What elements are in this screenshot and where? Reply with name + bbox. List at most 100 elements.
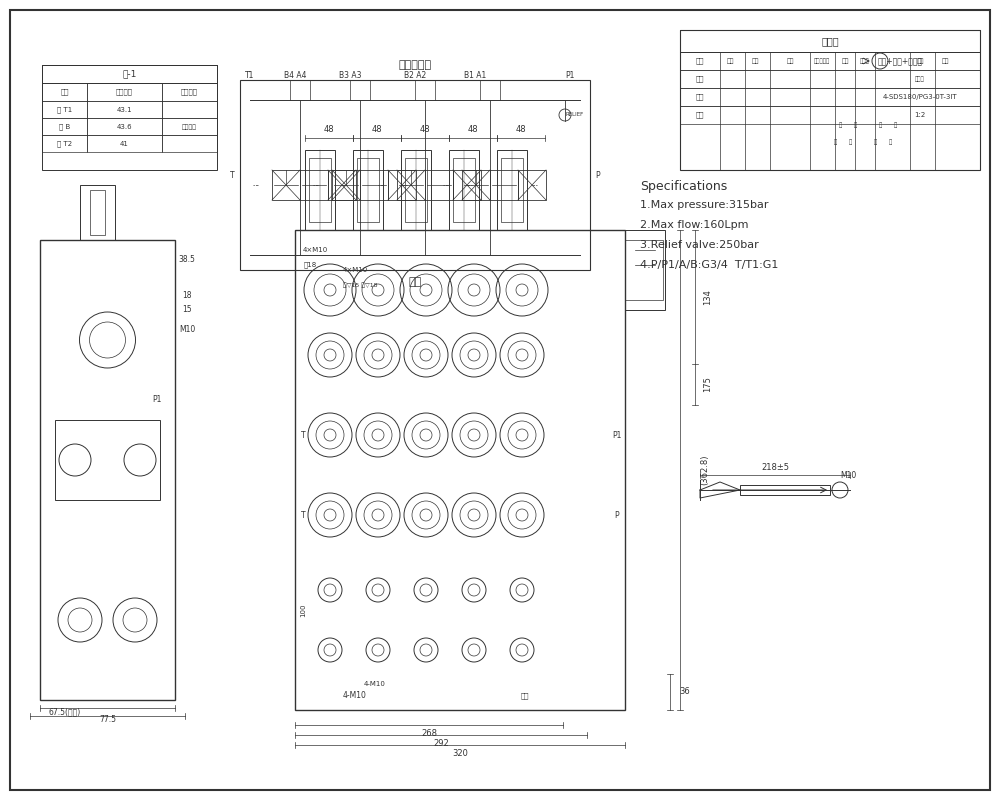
Text: B3 A3: B3 A3	[339, 70, 361, 79]
Bar	[240, 80, 590, 270]
Text: 218±5: 218±5	[761, 462, 789, 471]
Text: 处数: 处数	[726, 58, 734, 64]
Text: (362.8): (362.8)	[700, 454, 710, 486]
Text: 共: 共	[838, 122, 842, 128]
Bar	[680, 30, 980, 170]
Bar	[309, 158, 331, 222]
Text: 67.5(模口): 67.5(模口)	[49, 707, 81, 717]
Bar	[328, 170, 356, 200]
Bar	[462, 170, 490, 200]
Text: M10: M10	[179, 326, 195, 334]
Text: 制图: 制图	[696, 58, 704, 64]
Text: 2.Max flow:160Lpm: 2.Max flow:160Lpm	[640, 220, 748, 230]
Bar	[42, 101, 87, 118]
Bar	[449, 150, 479, 230]
Text: 分区: 分区	[751, 58, 759, 64]
Bar	[357, 158, 379, 222]
Text: 134: 134	[704, 289, 712, 305]
Bar	[40, 240, 175, 700]
Bar	[680, 52, 980, 70]
Bar	[162, 118, 217, 135]
Text: 比例: 比例	[941, 58, 949, 64]
Text: 43.6: 43.6	[117, 124, 132, 130]
Text: P1: P1	[565, 70, 575, 79]
Text: 签名: 签名	[841, 58, 849, 64]
Bar	[680, 30, 980, 52]
Text: 38.5: 38.5	[179, 255, 195, 265]
Text: 外形图: 外形图	[915, 76, 925, 82]
Bar	[300, 170, 328, 200]
Bar	[360, 170, 388, 200]
Bar	[87, 101, 162, 118]
Text: 4-SDS180/PG3-0T-3IT: 4-SDS180/PG3-0T-3IT	[883, 94, 957, 100]
Text: 数: 数	[848, 139, 852, 145]
Text: B4 A4: B4 A4	[284, 70, 306, 79]
Text: 表-1: 表-1	[122, 70, 137, 78]
Text: 件: 件	[833, 139, 837, 145]
Text: T1: T1	[245, 70, 255, 79]
Text: 36: 36	[680, 687, 690, 697]
Bar	[295, 230, 625, 710]
Text: T: T	[301, 430, 305, 439]
Text: 4-M10: 4-M10	[364, 681, 386, 687]
Bar	[625, 230, 665, 310]
Bar	[680, 88, 980, 106]
Text: 沉▽15 台▽18: 沉▽15 台▽18	[343, 282, 377, 288]
Text: 重量: 重量	[916, 58, 924, 64]
Text: 重: 重	[878, 122, 882, 128]
Text: 77.5: 77.5	[99, 715, 116, 725]
Text: 41: 41	[120, 141, 129, 147]
Bar	[87, 118, 162, 135]
Text: 292: 292	[433, 738, 449, 747]
Bar	[87, 83, 162, 101]
Text: 测口: 测口	[60, 89, 69, 95]
Text: 3.Relief valve:250bar: 3.Relief valve:250bar	[640, 240, 759, 250]
Text: 外形图: 外形图	[821, 36, 839, 46]
Text: 串联连接: 串联连接	[182, 124, 197, 130]
Text: 连接方式: 连接方式	[181, 89, 198, 95]
Text: 43.1: 43.1	[117, 107, 132, 113]
Text: 模拟透盘: 模拟透盘	[116, 89, 133, 95]
Text: 下 B: 下 B	[59, 124, 70, 130]
Text: T: T	[301, 510, 305, 519]
Bar	[42, 118, 87, 135]
Text: 48: 48	[516, 126, 526, 134]
Text: 量: 量	[893, 122, 897, 128]
Text: B2 A2: B2 A2	[404, 70, 426, 79]
Bar	[680, 106, 980, 124]
Text: Specifications: Specifications	[640, 180, 727, 193]
Bar	[305, 150, 335, 230]
Text: M10: M10	[840, 470, 856, 479]
Text: 1:2: 1:2	[914, 112, 926, 118]
Text: P: P	[596, 170, 600, 179]
Text: P: P	[615, 510, 619, 519]
Bar	[42, 83, 87, 101]
Bar	[272, 170, 300, 200]
Text: 下 T2: 下 T2	[57, 141, 72, 147]
Bar	[625, 240, 663, 300]
Text: 4-M10: 4-M10	[343, 691, 367, 701]
Text: 268: 268	[421, 729, 437, 738]
Text: 4.P/P1/A/B:G3/4  T/T1:G1: 4.P/P1/A/B:G3/4 T/T1:G1	[640, 260, 778, 270]
Bar	[490, 170, 518, 200]
Bar	[680, 70, 980, 88]
Bar	[397, 170, 425, 200]
Text: 工艺: 工艺	[696, 112, 704, 118]
Text: 沉18: 沉18	[303, 262, 317, 268]
Text: 液压原理图: 液压原理图	[398, 60, 432, 70]
Bar	[497, 150, 527, 230]
Bar	[80, 185, 115, 240]
Text: 48: 48	[468, 126, 478, 134]
Text: 48: 48	[324, 126, 334, 134]
Bar	[740, 485, 830, 495]
Text: 四联+单联+双触点: 四联+单联+双触点	[877, 57, 923, 66]
Text: 100: 100	[300, 603, 306, 617]
Text: 辅架: 辅架	[521, 693, 529, 699]
Text: 下 T1: 下 T1	[57, 106, 72, 114]
Text: 年月日: 年月日	[860, 58, 870, 64]
Bar	[55, 420, 160, 500]
Bar	[332, 170, 360, 200]
Bar	[42, 65, 217, 83]
Text: 175: 175	[704, 376, 712, 392]
Bar	[388, 170, 416, 200]
